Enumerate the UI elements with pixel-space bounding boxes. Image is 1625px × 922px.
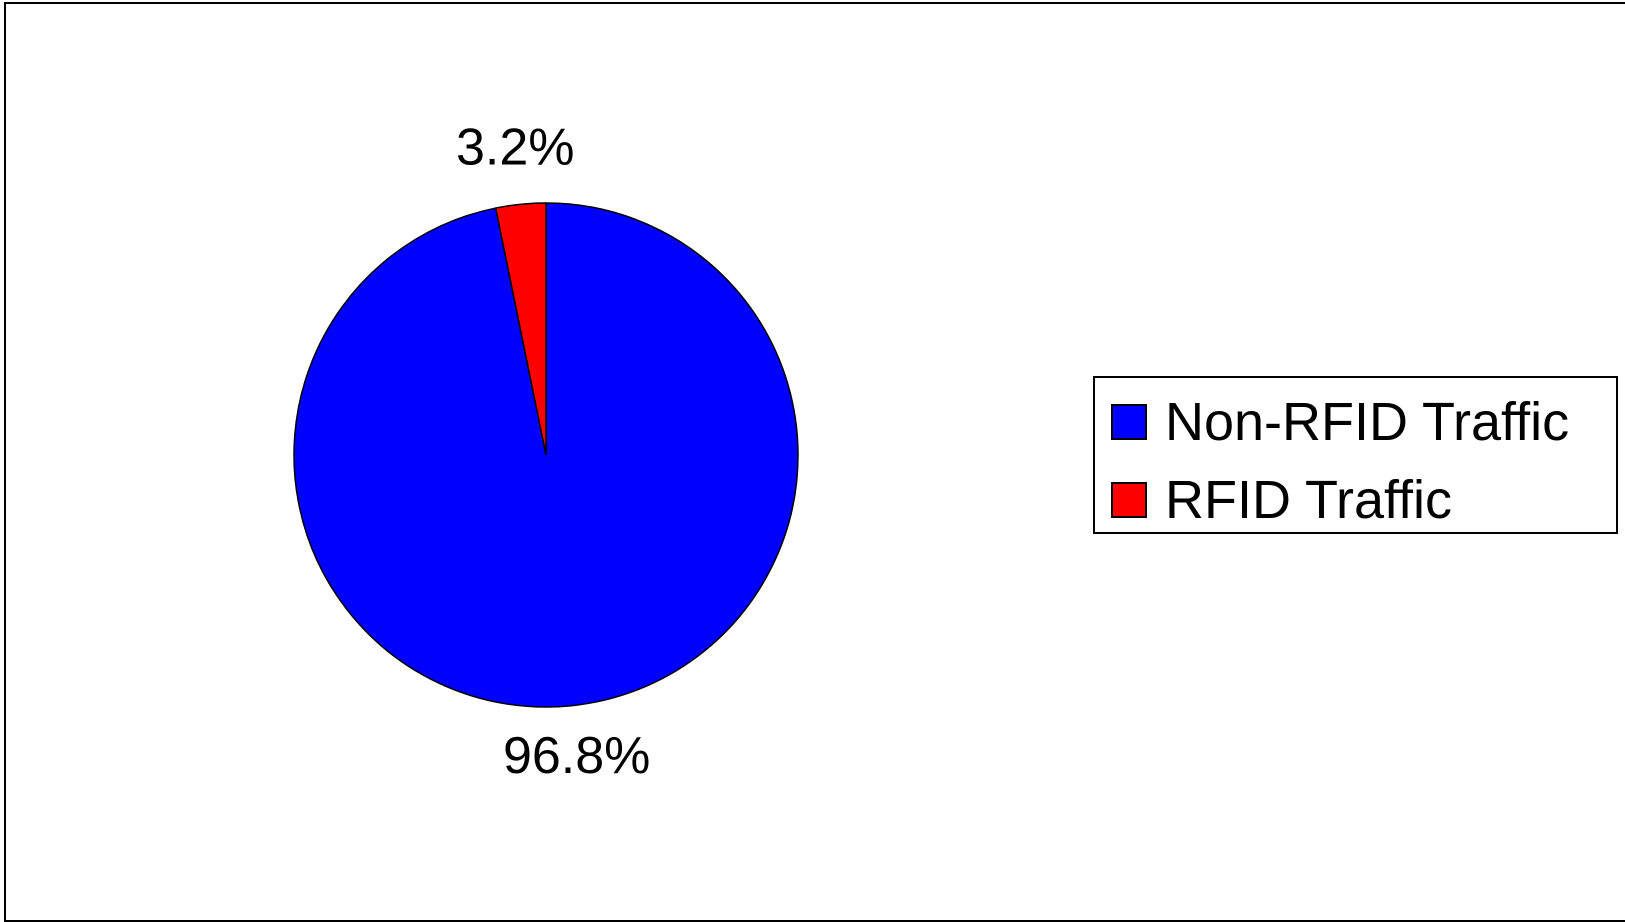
pie-label-non-rfid-traffic: 96.8% [503,727,650,785]
pie-labels: 96.8% 3.2% [456,118,650,785]
pie-label-rfid-traffic: 3.2% [456,118,575,176]
legend-label-rfid: RFID Traffic [1165,470,1453,530]
legend-swatch-non-rfid [1111,404,1147,440]
legend-swatch-rfid [1111,482,1147,518]
legend-label-non-rfid: Non-RFID Traffic [1165,392,1570,452]
pie-slice-rfid-traffic [494,202,547,456]
pie-slices [293,202,799,708]
legend-item-non-rfid: Non-RFID Traffic [1111,392,1569,452]
legend: Non-RFID Traffic RFID Traffic [1093,376,1618,534]
legend-item-rfid: RFID Traffic [1111,470,1452,530]
